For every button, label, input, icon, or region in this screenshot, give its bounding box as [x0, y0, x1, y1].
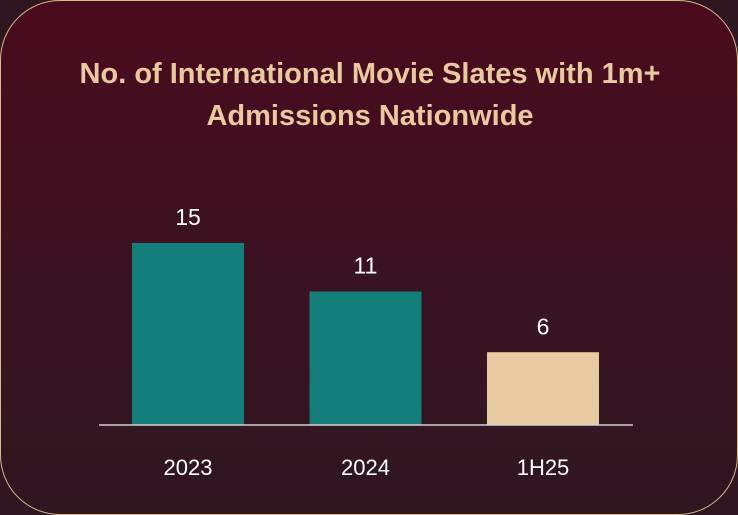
x-tick-label: 2024 — [341, 455, 390, 480]
value-label: 6 — [537, 313, 550, 339]
bar — [309, 291, 422, 425]
chart-title: No. of International Movie Slates with 1… — [79, 58, 661, 132]
bar — [132, 243, 244, 425]
bar — [487, 352, 599, 425]
value-label: 11 — [354, 253, 378, 279]
x-tick-label: 2023 — [164, 455, 213, 480]
value-label: 15 — [175, 204, 201, 230]
x-tick-label: 1H25 — [517, 455, 570, 480]
